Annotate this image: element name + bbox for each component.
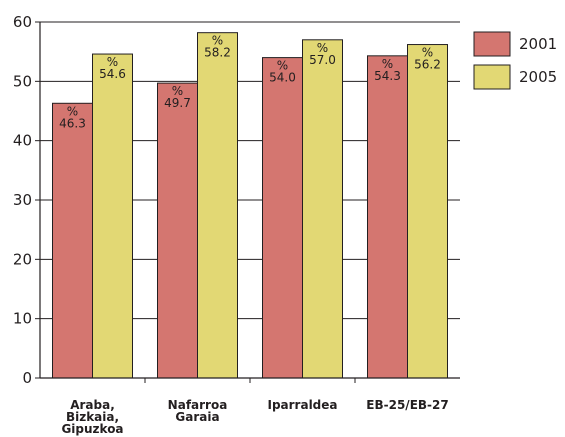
y-tick-label: 40 — [13, 132, 32, 150]
data-label: 57.0 — [309, 53, 336, 67]
data-label-prefix: % — [277, 59, 288, 73]
y-tick-label: 10 — [13, 310, 32, 328]
bar-2005-1 — [197, 32, 238, 379]
bar-2001-2 — [262, 57, 303, 379]
category-label: Nafarroa — [168, 398, 228, 412]
data-label-prefix: % — [172, 84, 183, 98]
category-label: Bizkaia, — [66, 410, 119, 424]
legend-label-2005: 2005 — [519, 68, 557, 86]
y-tick-labels: 0 10 20 30 40 50 60 — [13, 13, 32, 387]
y-tick-label: 50 — [13, 72, 32, 90]
data-label: 58.2 — [204, 46, 231, 60]
legend-swatch-2005 — [473, 64, 511, 90]
y-tick-label: 0 — [22, 369, 32, 387]
bar-2005-2 — [302, 39, 343, 379]
data-label-prefix: % — [317, 41, 328, 55]
data-labels: %46.3%54.6%49.7%58.2%54.0%57.0 %54.3%56.2 — [59, 34, 441, 131]
data-label-prefix: % — [67, 104, 78, 118]
data-label: 54.0 — [269, 71, 296, 85]
legend-label-2001: 2001 — [519, 35, 557, 53]
data-label: 54.6 — [99, 67, 126, 81]
bar-2001-1 — [157, 82, 198, 379]
data-label: 46.3 — [59, 116, 86, 130]
bar-2001-3 — [367, 55, 408, 379]
axes — [35, 21, 460, 383]
data-label: 54.3 — [374, 69, 401, 83]
y-tick-label: 60 — [13, 13, 32, 31]
category-label: Gipuzkoa — [61, 422, 123, 436]
category-label: Garaia — [175, 410, 219, 424]
y-tick-label: 20 — [13, 250, 32, 268]
bar-2005-3 — [407, 44, 448, 379]
data-label-prefix: % — [212, 34, 223, 48]
bars — [52, 32, 448, 379]
legend: 2001 2005 — [473, 31, 557, 90]
y-tick-label: 30 — [13, 191, 32, 209]
legend-swatch-2001 — [473, 31, 511, 57]
bar-2005-0 — [92, 53, 133, 379]
data-label-prefix: % — [422, 46, 433, 60]
category-label: Araba, — [70, 398, 115, 412]
category-label: Iparraldea — [267, 398, 337, 412]
category-label: EB-25/EB-27 — [366, 398, 448, 412]
data-label: 56.2 — [414, 58, 441, 72]
data-label-prefix: % — [382, 57, 393, 71]
data-label: 49.7 — [164, 96, 191, 110]
bar-2001-0 — [52, 102, 93, 379]
data-label-prefix: % — [107, 55, 118, 69]
